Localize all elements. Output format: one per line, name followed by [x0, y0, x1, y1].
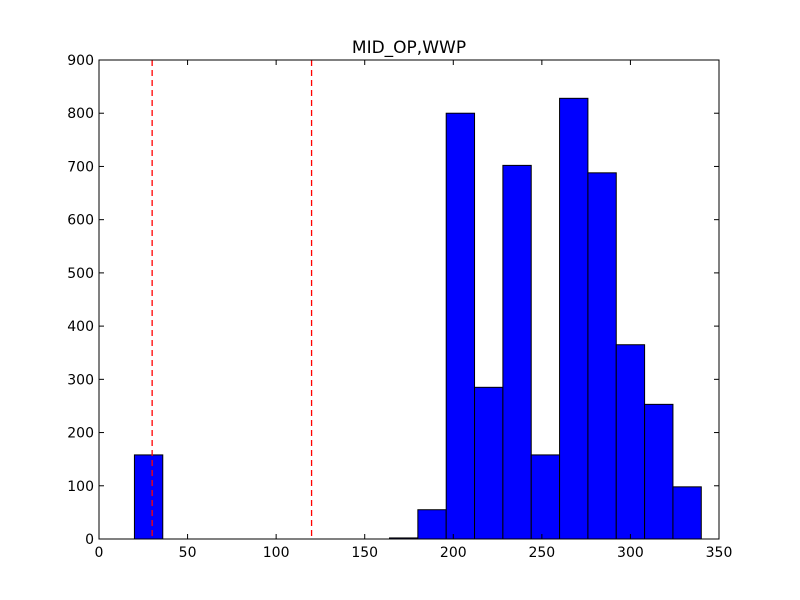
histogram-bar: [502, 164, 532, 540]
x-tick-label: 50: [179, 545, 197, 561]
x-tick-label: 0: [95, 545, 104, 561]
y-tick-label: 900: [67, 53, 94, 69]
histogram-bar: [445, 112, 476, 540]
x-tick-label: 350: [706, 545, 733, 561]
y-tick-label: 100: [67, 479, 94, 495]
histogram-bar: [530, 454, 561, 540]
y-tick-label: 700: [67, 159, 94, 175]
y-tick-label: 200: [67, 426, 94, 442]
histogram-bar: [615, 344, 646, 540]
y-tick-label: 0: [85, 532, 94, 548]
ticks-layer: 0 50 100 150 200 250 300 350 0 100 200 300 400 500 600…: [67, 53, 732, 561]
x-tick-label: 200: [440, 545, 467, 561]
histogram-bar: [417, 509, 447, 540]
y-tick-label: 600: [67, 213, 94, 229]
histogram-bar: [644, 403, 674, 540]
x-tick-label: 150: [351, 545, 378, 561]
x-tick-label: 300: [617, 545, 644, 561]
histogram-bar: [559, 97, 589, 540]
histogram-bar: [133, 454, 164, 540]
y-tick-label: 400: [67, 319, 94, 335]
y-tick-label: 500: [67, 266, 94, 282]
x-tick-label: 250: [528, 545, 555, 561]
x-tick-label: 100: [263, 545, 290, 561]
chart-title: MID_OP,WWP: [352, 38, 466, 58]
y-tick-label: 800: [67, 106, 94, 122]
histogram-bar: [672, 486, 702, 540]
reference-lines-layer: [151, 60, 313, 539]
histogram-bar: [587, 172, 617, 540]
bars-layer: [133, 97, 702, 540]
y-tick-label: 300: [67, 372, 94, 388]
histogram-bar: [474, 386, 504, 540]
axes-frame: [98, 59, 720, 540]
